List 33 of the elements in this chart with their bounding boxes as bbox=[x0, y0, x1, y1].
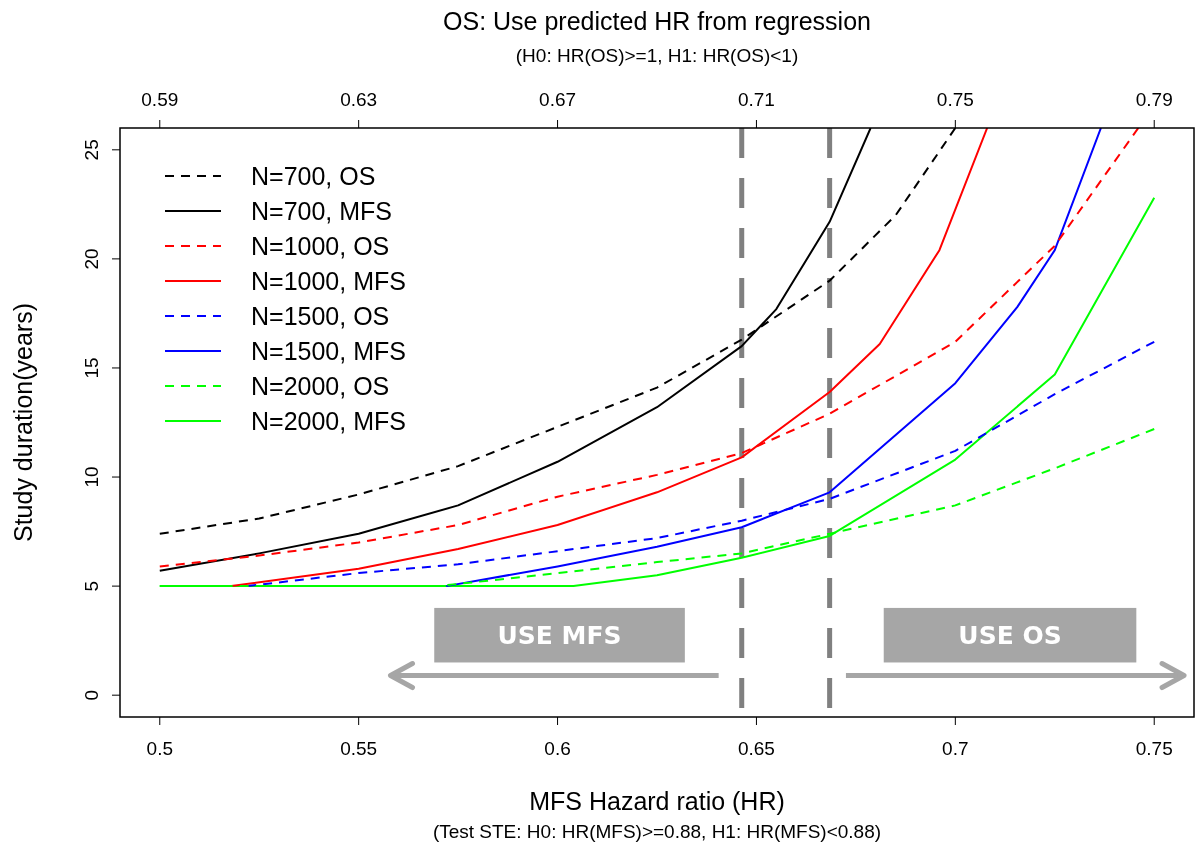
legend-label: N=700, MFS bbox=[251, 197, 393, 225]
legend-label: N=1500, OS bbox=[251, 302, 390, 330]
x2-tick-label: 0.79 bbox=[1135, 89, 1173, 110]
x-tick-label: 0.6 bbox=[544, 738, 571, 759]
x-tick-label: 0.7 bbox=[942, 738, 969, 759]
legend-label: N=2000, OS bbox=[251, 372, 390, 400]
legend-label: N=700, OS bbox=[251, 162, 376, 190]
x2-tick-label: 0.71 bbox=[737, 89, 775, 110]
chart-subtitle: (H0: HR(OS)>=1, H1: HR(OS)<1) bbox=[515, 45, 799, 66]
y-tick-label: 20 bbox=[81, 248, 102, 270]
legend-label: N=1000, OS bbox=[251, 232, 390, 260]
chart-title: OS: Use predicted HR from regression bbox=[443, 7, 871, 35]
x-tick-label: 0.65 bbox=[737, 738, 775, 759]
x2-tick-label: 0.75 bbox=[936, 89, 974, 110]
y-tick-label: 0 bbox=[81, 689, 102, 701]
x2-tick-label: 0.63 bbox=[340, 89, 378, 110]
text: (Test STE: H0: HR(MFS)>=0.88, H1: HR(MFS)<0.88) bbox=[432, 821, 882, 842]
annotation: USE MFS bbox=[497, 621, 622, 651]
legend-label: N=1500, MFS bbox=[251, 337, 406, 365]
x2-tick-label: 0.59 bbox=[141, 89, 179, 110]
y-tick-label: 15 bbox=[81, 357, 102, 379]
y-tick-label: 25 bbox=[81, 139, 102, 161]
x-tick-label: 0.5 bbox=[146, 738, 173, 759]
legend-label: N=1000, MFS bbox=[251, 267, 406, 295]
legend-label: N=2000, MFS bbox=[251, 407, 406, 435]
x-tick-label: 0.75 bbox=[1135, 738, 1173, 759]
y-axis-title: Study duration(years) bbox=[9, 302, 37, 543]
y-tick-label: 10 bbox=[81, 466, 102, 488]
x-tick-label: 0.55 bbox=[340, 738, 378, 759]
x-axis-title: MFS Hazard ratio (HR) bbox=[529, 787, 785, 815]
x2-tick-label: 0.67 bbox=[539, 89, 577, 110]
annotation: USE OS bbox=[958, 621, 1062, 651]
y-tick-label: 5 bbox=[81, 580, 102, 592]
